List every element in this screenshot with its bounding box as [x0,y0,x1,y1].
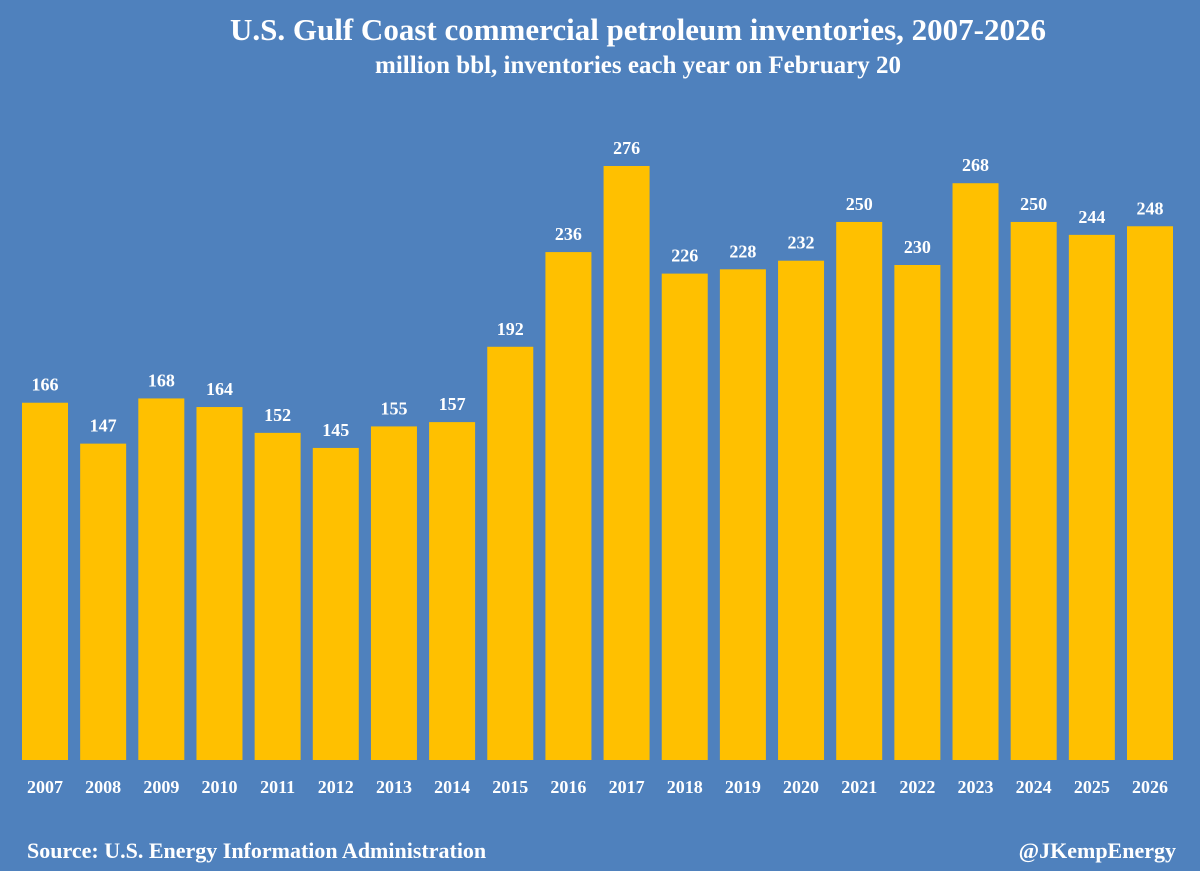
bar-2022 [894,265,941,760]
x-tick-label-2017: 2017 [609,777,645,797]
bar-2013 [370,426,417,760]
x-tick-label-2014: 2014 [434,777,470,797]
bar-2011 [254,432,301,760]
data-label-2019: 228 [729,241,756,261]
data-label-2023: 268 [962,155,989,175]
x-tick-label-2021: 2021 [841,777,877,797]
data-label-2017: 276 [613,138,640,158]
bar-2017 [603,166,650,760]
bar-2021 [836,221,883,760]
chart-title: U.S. Gulf Coast commercial petroleum inv… [230,12,1046,47]
data-label-2011: 152 [264,405,291,425]
data-label-2026: 248 [1137,198,1164,218]
x-tick-label-2018: 2018 [667,777,703,797]
x-tick-label-2008: 2008 [85,777,121,797]
bar-2020 [778,260,825,760]
data-label-2013: 155 [380,398,407,418]
bar-2015 [487,346,534,760]
x-tick-label-2023: 2023 [958,777,994,797]
x-tick-label-2013: 2013 [376,777,412,797]
data-label-2015: 192 [497,319,524,339]
data-label-2024: 250 [1020,194,1047,214]
bar-2012 [312,447,359,760]
x-tick-label-2016: 2016 [550,777,586,797]
x-tick-label-2009: 2009 [143,777,179,797]
x-tick-label-2026: 2026 [1132,777,1168,797]
x-tick-label-2010: 2010 [201,777,237,797]
x-tick-label-2022: 2022 [899,777,935,797]
bar-2024 [1010,221,1057,760]
x-tick-label-2020: 2020 [783,777,819,797]
chart-subtitle: million bbl, inventories each year on Fe… [375,52,901,79]
bar-2018 [661,273,708,760]
data-label-2012: 145 [322,420,349,440]
source-note: Source: U.S. Energy Information Administ… [27,838,487,863]
bar-2007 [22,402,68,760]
bar-2008 [80,443,127,760]
bar-2019 [719,269,766,760]
x-tick-label-2019: 2019 [725,777,761,797]
x-tick-label-2015: 2015 [492,777,528,797]
x-tick-label-2011: 2011 [260,777,295,797]
author-handle: @JKempEnergy [1018,838,1176,863]
data-label-2025: 244 [1078,207,1105,227]
bar-2026 [1127,226,1173,760]
x-tick-label-2012: 2012 [318,777,354,797]
data-label-2022: 230 [904,237,931,257]
data-label-2009: 168 [148,370,175,390]
data-label-2018: 226 [671,246,698,266]
bar-2014 [429,422,476,760]
bar-2009 [138,398,185,760]
data-label-2016: 236 [555,224,582,244]
data-label-2021: 250 [846,194,873,214]
data-label-2020: 232 [788,233,815,253]
x-tick-label-2007: 2007 [27,777,63,797]
data-label-2008: 147 [90,416,117,436]
bar-2025 [1068,234,1115,760]
x-tick-label-2024: 2024 [1016,777,1052,797]
bar-2016 [545,252,592,760]
data-label-2010: 164 [206,379,233,399]
data-label-2014: 157 [439,394,466,414]
x-tick-label-2025: 2025 [1074,777,1110,797]
data-label-2007: 166 [32,375,59,395]
bar-2023 [952,183,999,760]
bar-2010 [196,407,243,760]
